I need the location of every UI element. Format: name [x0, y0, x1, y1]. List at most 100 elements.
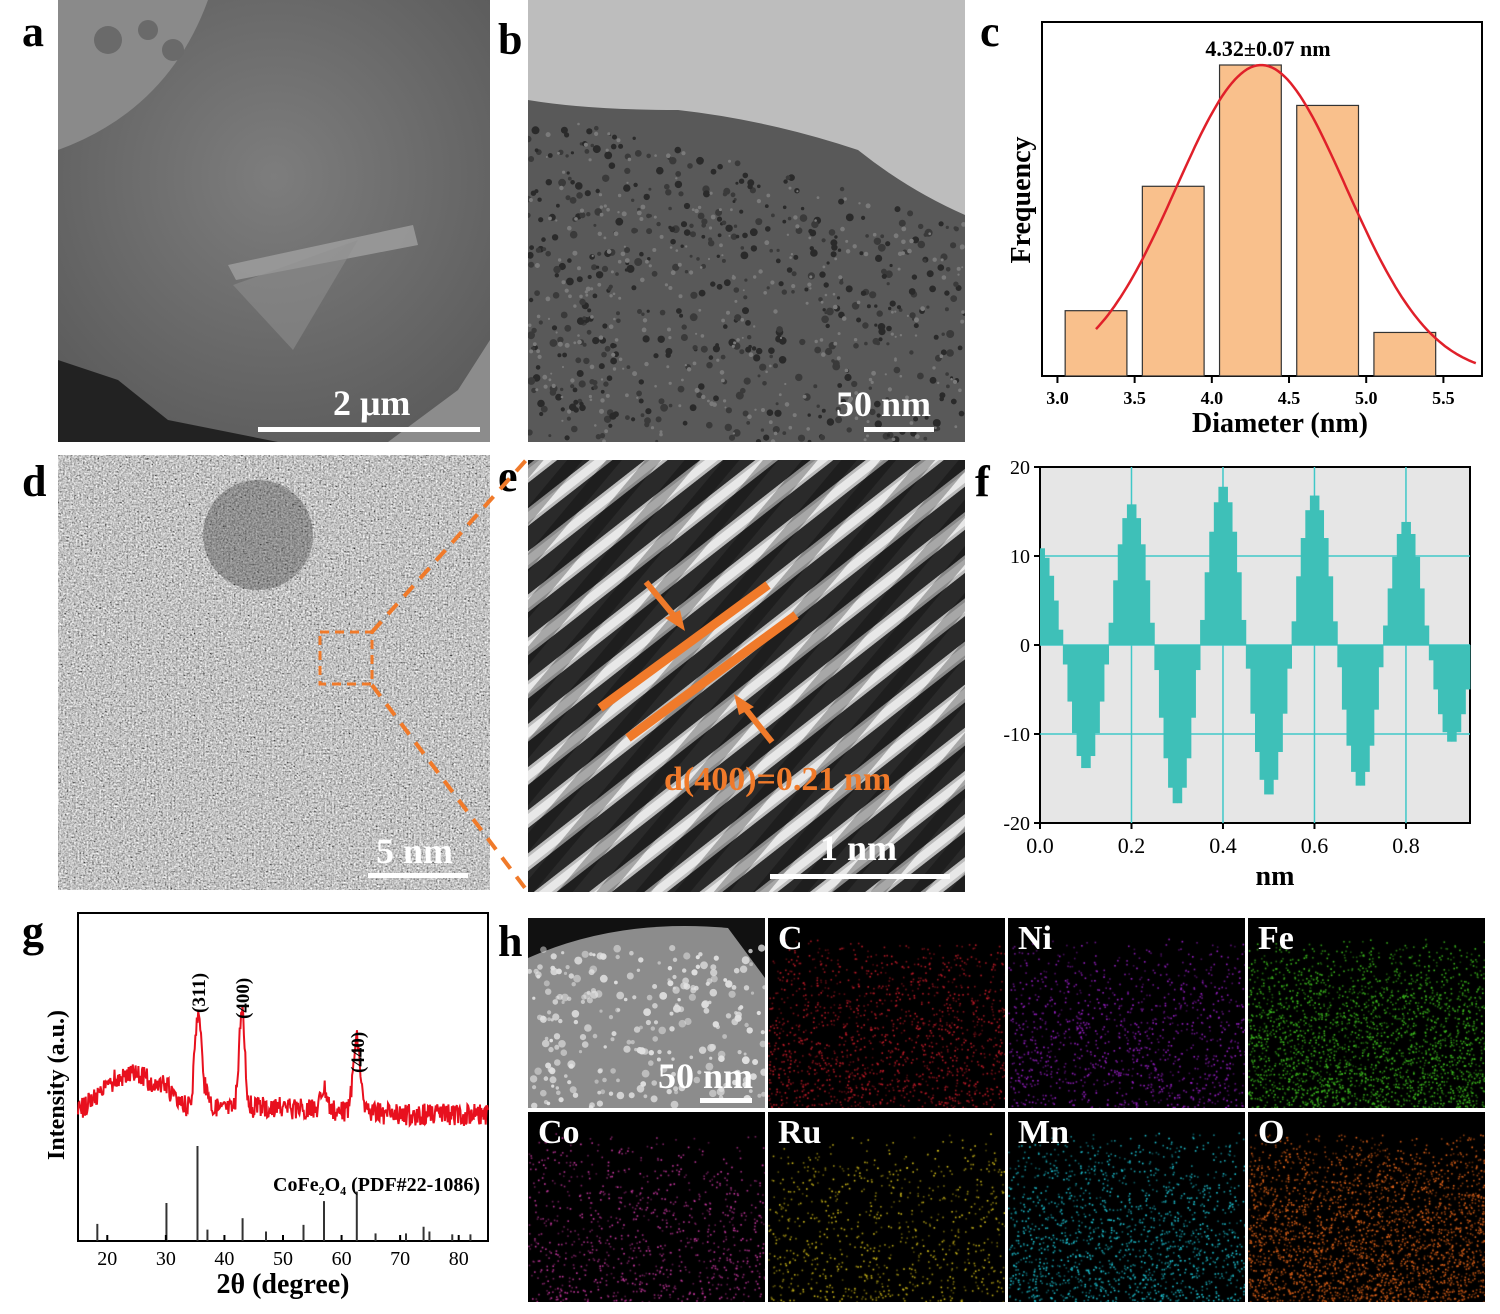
profile-bar: [1415, 557, 1420, 645]
profile-bar: [1191, 645, 1196, 718]
xrd-reference-label: CoFe₂O₄ (PDF#22-1086): [273, 1174, 480, 1196]
profile-bar: [1164, 645, 1169, 758]
eds-map-fe: Fe: [1248, 918, 1485, 1108]
haadf-scale-bar: [700, 1098, 752, 1103]
profile-bar: [1401, 522, 1406, 645]
xrd-xtick-label: 50: [273, 1248, 293, 1270]
xrd-pattern-line: [78, 1006, 488, 1126]
profile-bar: [1346, 645, 1351, 746]
profile-bar: [1136, 518, 1141, 645]
eds-map-mn: Mn: [1008, 1112, 1245, 1302]
profile-bar: [1159, 645, 1164, 718]
haadf-scale-label: 50 nm: [658, 1058, 753, 1094]
profile-bar: [1186, 645, 1191, 758]
eds-label-fe: Fe: [1258, 922, 1294, 956]
profile-bar: [1246, 645, 1251, 669]
eds-label-c: C: [778, 922, 803, 956]
profile-bar: [1177, 645, 1182, 803]
xrd-xtick-label: 40: [214, 1248, 234, 1270]
profile-bar: [1278, 645, 1283, 752]
profile-bar: [1209, 532, 1214, 645]
profile-ytick-label: -20: [1003, 813, 1030, 835]
profile-bar: [1228, 502, 1233, 645]
eds-map-co: Co: [528, 1112, 765, 1302]
panel-label-h: h: [498, 920, 522, 964]
xrd-xtick-label: 20: [97, 1248, 117, 1270]
profile-bar: [1461, 645, 1466, 714]
profile-bar: [1443, 645, 1448, 732]
profile-bar: [1379, 645, 1384, 667]
profile-bar: [1420, 588, 1425, 645]
profile-bar: [1269, 645, 1274, 794]
profile-bar: [1287, 645, 1292, 669]
profile-bar: [1301, 538, 1306, 645]
profile-bar: [1388, 588, 1393, 645]
profile-bar: [1397, 534, 1402, 645]
eds-label-mn: Mn: [1018, 1116, 1069, 1150]
profile-ytick-label: 0: [1020, 635, 1030, 657]
eds-map-ru: Ru: [768, 1112, 1005, 1302]
profile-bar: [1411, 534, 1416, 645]
profile-bar: [1141, 544, 1146, 645]
profile-bar: [1260, 645, 1265, 780]
profile-bar: [1319, 510, 1324, 645]
profile-bar: [1099, 645, 1104, 702]
profile-bar: [1438, 645, 1443, 714]
profile-bar: [1072, 645, 1077, 733]
profile-bar: [1333, 621, 1338, 645]
eds-map-c: C: [768, 918, 1005, 1108]
profile-bar: [1113, 580, 1118, 645]
profile-xtick-label: 0.4: [1209, 833, 1237, 858]
profile-bar: [1058, 630, 1063, 645]
profile-bar: [1241, 620, 1246, 645]
profile-bar: [1264, 645, 1269, 794]
profile-bar: [1086, 645, 1091, 768]
profile-ytick-label: 10: [1010, 546, 1030, 568]
profile-xtick-label: 0.0: [1026, 833, 1054, 858]
eds-label-o: O: [1258, 1116, 1284, 1150]
profile-bar: [1356, 645, 1361, 786]
profile-bar: [1045, 558, 1050, 645]
lattice-scale-bar: [770, 874, 950, 879]
profile-bar: [1040, 548, 1045, 645]
profile-bar: [1328, 576, 1333, 645]
lattice-scale-label: 1 nm: [820, 830, 897, 866]
profile-bar: [1406, 522, 1411, 645]
profile-bar: [1465, 645, 1470, 689]
profile-xtick-label: 0.6: [1301, 833, 1329, 858]
profile-bar: [1305, 510, 1310, 645]
d-spacing-annotation: d(400)=0.21 nm: [664, 761, 891, 798]
profile-bar: [1324, 538, 1329, 645]
line-profile-chart: 20 10 0 -10 -20 0.0 0.2 0.4 0.6 0.8 nm: [985, 455, 1500, 895]
profile-bar: [1237, 572, 1242, 645]
profile-bar: [1424, 626, 1429, 645]
eds-label-ru: Ru: [778, 1116, 821, 1150]
profile-bar: [1310, 496, 1315, 645]
profile-bar: [1127, 504, 1132, 645]
profile-bar: [1054, 601, 1059, 645]
profile-bar: [1122, 518, 1127, 645]
haadf-image: 50 nm: [528, 918, 765, 1108]
profile-xtick-label: 0.8: [1392, 833, 1420, 858]
lattice-image-drawing: d(400)=0.21 nm: [528, 460, 965, 892]
profile-bar: [1150, 623, 1155, 645]
profile-bar: [1342, 645, 1347, 710]
xrd-ylabel: Intensity (a.u.): [44, 1010, 70, 1160]
xrd-xtick-label: 60: [332, 1248, 352, 1270]
profile-bar: [1296, 576, 1301, 645]
profile-bar: [1145, 580, 1150, 645]
profile-bar: [1118, 544, 1123, 645]
profile-bar: [1154, 645, 1159, 670]
profile-bar: [1456, 645, 1461, 732]
profile-bar: [1049, 576, 1054, 645]
profile-bar: [1232, 532, 1237, 645]
xrd-peak-label: (440): [348, 1032, 369, 1073]
profile-bar: [1447, 645, 1452, 742]
xrd-xlabel: 2θ (degree): [216, 1269, 349, 1300]
profile-bar: [1365, 645, 1370, 772]
profile-bar: [1214, 502, 1219, 645]
eds-label-co: Co: [538, 1116, 580, 1150]
zoom-line-bottom: [372, 685, 528, 892]
profile-xtick-label: 0.2: [1118, 833, 1146, 858]
xrd-peak-label: (400): [233, 978, 254, 1019]
